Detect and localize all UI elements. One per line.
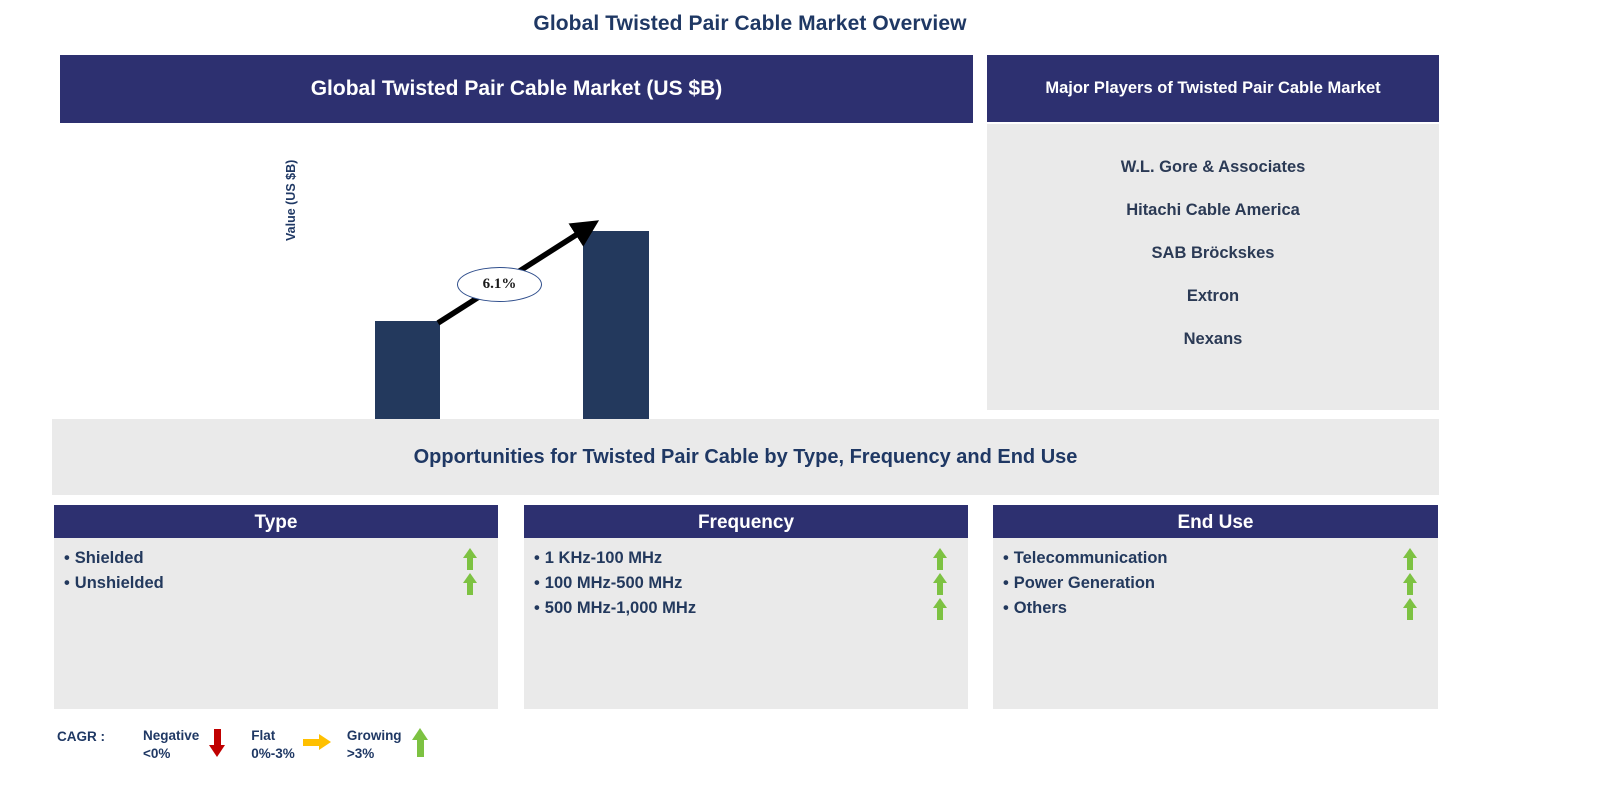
list-item: • Unshielded bbox=[64, 571, 484, 596]
list-item-label: • Unshielded bbox=[64, 574, 164, 592]
arrow-up-icon bbox=[410, 727, 432, 761]
arrow-right-icon bbox=[302, 727, 331, 761]
list-item: • Shielded bbox=[64, 546, 484, 571]
cagr-legend-item-negative: Negative <0% bbox=[143, 727, 241, 763]
cagr-value-badge: 6.1% bbox=[457, 267, 542, 302]
list-item-label: • 100 MHz-500 MHz bbox=[534, 574, 683, 592]
opportunity-card-end-use: End Use • Telecommunication • Power Genera… bbox=[993, 505, 1438, 709]
list-item-label: • 1 KHz-100 MHz bbox=[534, 549, 663, 567]
bullet-icon: • bbox=[1003, 574, 1009, 592]
list-item-label: • Power Generation bbox=[1003, 574, 1155, 592]
bullet-icon: • bbox=[534, 549, 540, 567]
cagr-legend-growing-text: Growing >3% bbox=[346, 728, 402, 762]
list-item: • Others bbox=[1003, 596, 1424, 621]
cagr-legend-negative-text: Negative <0% bbox=[143, 728, 200, 762]
cagr-legend: CAGR : Negative <0% Flat 0%-3% Growing >… bbox=[57, 727, 454, 763]
cagr-growth-arrow-icon bbox=[436, 220, 600, 326]
list-item: • Power Generation bbox=[1003, 571, 1424, 596]
chart-plot-area: Value (US $B) 2025 2031 6.1% Source : Lu… bbox=[60, 123, 973, 470]
card-header-frequency: Frequency bbox=[524, 507, 968, 538]
chart-bar-2031 bbox=[583, 231, 649, 445]
page-title: Global Twisted Pair Cable Market Overvie… bbox=[533, 12, 967, 35]
cagr-legend-flat-text: Flat 0%-3% bbox=[251, 728, 295, 762]
major-players-list: W.L. Gore & Associates Hitachi Cable Ame… bbox=[987, 124, 1439, 410]
card-list-type: • Shielded • Unshielded bbox=[54, 538, 498, 596]
major-players-header: Major Players of Twisted Pair Cable Mark… bbox=[987, 55, 1439, 122]
bullet-icon: • bbox=[1003, 599, 1009, 617]
cagr-legend-item-growing: Growing >3% bbox=[347, 727, 444, 763]
opportunities-banner: Opportunities for Twisted Pair Cable by … bbox=[52, 419, 1439, 495]
card-header-end-use: End Use bbox=[993, 507, 1438, 538]
bullet-icon: • bbox=[534, 599, 540, 617]
list-item-label: • 500 MHz-1,000 MHz bbox=[534, 599, 697, 617]
list-item: • 100 MHz-500 MHz bbox=[534, 571, 954, 596]
arrow-down-icon bbox=[207, 727, 229, 761]
list-item-label: • Others bbox=[1003, 599, 1067, 617]
list-item: W.L. Gore & Associates bbox=[1120, 158, 1306, 176]
cagr-legend-item-flat: Flat 0%-3% bbox=[251, 727, 337, 763]
opportunity-card-frequency: Frequency • 1 KHz-100 MHz • 100 MHz-500 MH… bbox=[524, 505, 968, 709]
card-list-end-use: • Telecommunication • Power Generation • Ot… bbox=[993, 538, 1438, 621]
chart-y-axis-label: Value (US $B) bbox=[284, 159, 298, 241]
bullet-icon: • bbox=[1003, 549, 1009, 567]
chart-panel-header: Global Twisted Pair Cable Market (US $B) bbox=[60, 55, 973, 123]
opportunity-card-type: Type • Shielded • Unshielded bbox=[54, 505, 498, 709]
list-item: • Telecommunication bbox=[1003, 546, 1424, 571]
list-item: • 500 MHz-1,000 MHz bbox=[534, 596, 954, 621]
list-item: Extron bbox=[1186, 287, 1240, 305]
cagr-legend-title: CAGR : bbox=[57, 729, 105, 744]
list-item: Nexans bbox=[1183, 330, 1243, 348]
list-item: Hitachi Cable America bbox=[1126, 201, 1300, 219]
bullet-icon: • bbox=[64, 549, 70, 567]
major-players-panel: Major Players of Twisted Pair Cable Mark… bbox=[987, 55, 1439, 410]
bullet-icon: • bbox=[64, 574, 70, 592]
list-item: • 1 KHz-100 MHz bbox=[534, 546, 954, 571]
bullet-icon: • bbox=[534, 574, 540, 592]
card-header-type: Type bbox=[54, 507, 498, 538]
list-item: SAB Bröckskes bbox=[1151, 244, 1275, 262]
card-list-frequency: • 1 KHz-100 MHz • 100 MHz-500 MHz • 500 MHz… bbox=[524, 538, 968, 621]
market-chart-panel: Global Twisted Pair Cable Market (US $B)… bbox=[60, 55, 973, 470]
list-item-label: • Telecommunication bbox=[1003, 549, 1168, 567]
list-item-label: • Shielded bbox=[64, 549, 144, 567]
